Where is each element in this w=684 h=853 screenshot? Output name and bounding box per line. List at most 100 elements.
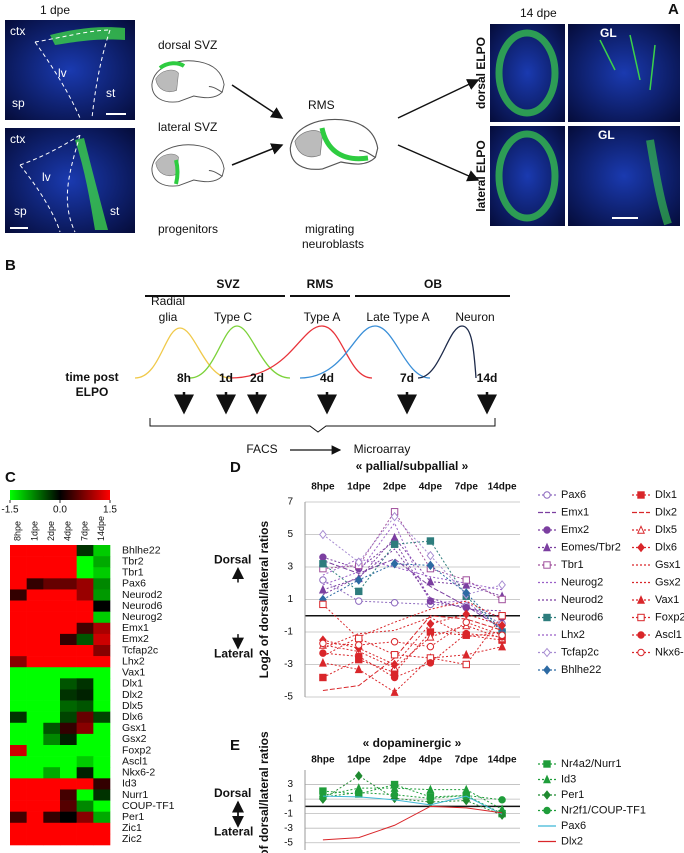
heat-cell	[60, 567, 77, 579]
heat-cell	[10, 589, 27, 601]
column-label: 2dpe	[46, 521, 56, 541]
marker	[390, 687, 399, 696]
panel-label: E	[230, 737, 240, 754]
marker	[426, 576, 435, 586]
diagram-label: lateral SVZ	[158, 120, 217, 134]
annotation: Lateral	[214, 646, 253, 660]
heat-cell	[60, 789, 77, 801]
heat-cell	[60, 600, 77, 612]
staining	[75, 138, 108, 230]
row-label: Neurod2	[122, 589, 162, 601]
heat-cell	[60, 656, 77, 668]
arrows	[174, 392, 497, 415]
panel-label: B	[5, 257, 16, 274]
y-tick-label: 1	[287, 794, 293, 805]
series-line	[322, 613, 503, 666]
heat-cell	[43, 733, 61, 746]
heat-cell	[76, 745, 94, 757]
heat-cell	[60, 767, 77, 779]
legend-label: Dlx2	[655, 506, 677, 518]
heat-cell	[93, 711, 111, 724]
row-label: lateral ELPO	[474, 140, 488, 211]
heat-cell	[10, 800, 27, 812]
brain-sketch	[289, 118, 379, 170]
marker	[355, 634, 363, 643]
series-line	[322, 646, 503, 693]
heat-cell	[43, 556, 61, 568]
stage-label: Type C	[214, 310, 252, 324]
heat-cell	[26, 789, 44, 801]
heat-cell	[60, 611, 77, 624]
legend-label: Gsx1	[655, 559, 681, 571]
y-axis-label: Log2 of dorsal/lateral ratios	[257, 731, 271, 853]
marker	[543, 774, 551, 784]
heat-cell	[10, 711, 27, 724]
heat-cell	[76, 811, 94, 824]
heat-cell	[10, 578, 27, 590]
marker	[637, 613, 645, 622]
marker	[390, 558, 399, 569]
marker	[543, 806, 551, 815]
diagram-label: progenitors	[158, 222, 218, 236]
marker	[543, 491, 551, 499]
legend: Pax6 Emx1 Emx2 Eomes/Tbr2 Tbr1 Neurog2 Neurod2…	[538, 489, 684, 676]
row-label: Nurr1	[122, 789, 148, 801]
y-tick-label: -1	[284, 808, 293, 819]
heat-cell	[43, 567, 61, 579]
y-tick-label: 3	[287, 779, 293, 790]
legend-label: Nr4a2/Nurr1	[561, 758, 622, 770]
marker	[426, 537, 435, 545]
heat-cell	[10, 745, 27, 757]
heat-cell	[26, 700, 44, 712]
legend-label: Dlx5	[655, 524, 677, 536]
bracket	[149, 418, 496, 433]
annotation: Dorsal	[214, 786, 251, 800]
heat-cell	[43, 600, 61, 612]
row-label: Dlx1	[122, 678, 143, 690]
series-line	[322, 616, 503, 649]
heat-cell	[93, 767, 111, 779]
marker	[462, 588, 471, 598]
marker	[498, 620, 506, 631]
chart-title: « dopaminergic »	[363, 736, 462, 750]
heat-cell	[60, 811, 77, 824]
heat-cell	[43, 711, 61, 724]
heat-cell	[10, 767, 27, 779]
heat-cell	[60, 711, 77, 724]
marker	[462, 618, 470, 626]
y-tick-label: -3	[284, 659, 293, 670]
column-label: 1dpe	[29, 521, 39, 541]
y-tick-label: 1	[287, 594, 293, 605]
y-tick-label: 5	[287, 529, 293, 540]
time-label: 2d	[250, 371, 264, 385]
panel-b: B SVZ RMS OB Radial glia Type C Type A L…	[5, 257, 510, 456]
heat-cell	[10, 667, 27, 679]
legend-label: Bhlhe22	[561, 664, 601, 676]
heat-cell	[93, 567, 111, 579]
heat-cell	[10, 622, 27, 635]
heat-cell	[26, 745, 44, 757]
time-label: 14d	[477, 371, 498, 385]
series-line	[322, 558, 503, 630]
heat-cell	[76, 600, 94, 612]
heat-cell	[10, 556, 27, 568]
x-tick-label: 7dpe	[455, 482, 479, 493]
heat-cell	[26, 622, 44, 635]
column-label: 4dpe	[63, 521, 73, 541]
heat-cell	[60, 822, 77, 835]
heat-cell	[60, 722, 77, 735]
legend: Nr4a2/Nurr1 Id3 Per1 Nr2f1/COUP-TF1 Pax6 Dlx2	[538, 758, 646, 847]
series-line	[322, 540, 503, 618]
heat-cell	[60, 778, 77, 790]
series-line	[322, 633, 503, 679]
chart-title: « pallial/subpallial »	[356, 459, 469, 473]
diagram-label: dorsal SVZ	[158, 38, 217, 52]
legend-label: Nr2f1/COUP-TF1	[561, 804, 646, 816]
marker	[390, 791, 399, 799]
legend-label: Neurod2	[561, 594, 603, 606]
heat-cell	[10, 811, 27, 824]
heat-cell	[60, 800, 77, 812]
series-line	[322, 792, 503, 801]
row-label: Ascl1	[122, 755, 148, 767]
heat-cell	[43, 700, 61, 712]
